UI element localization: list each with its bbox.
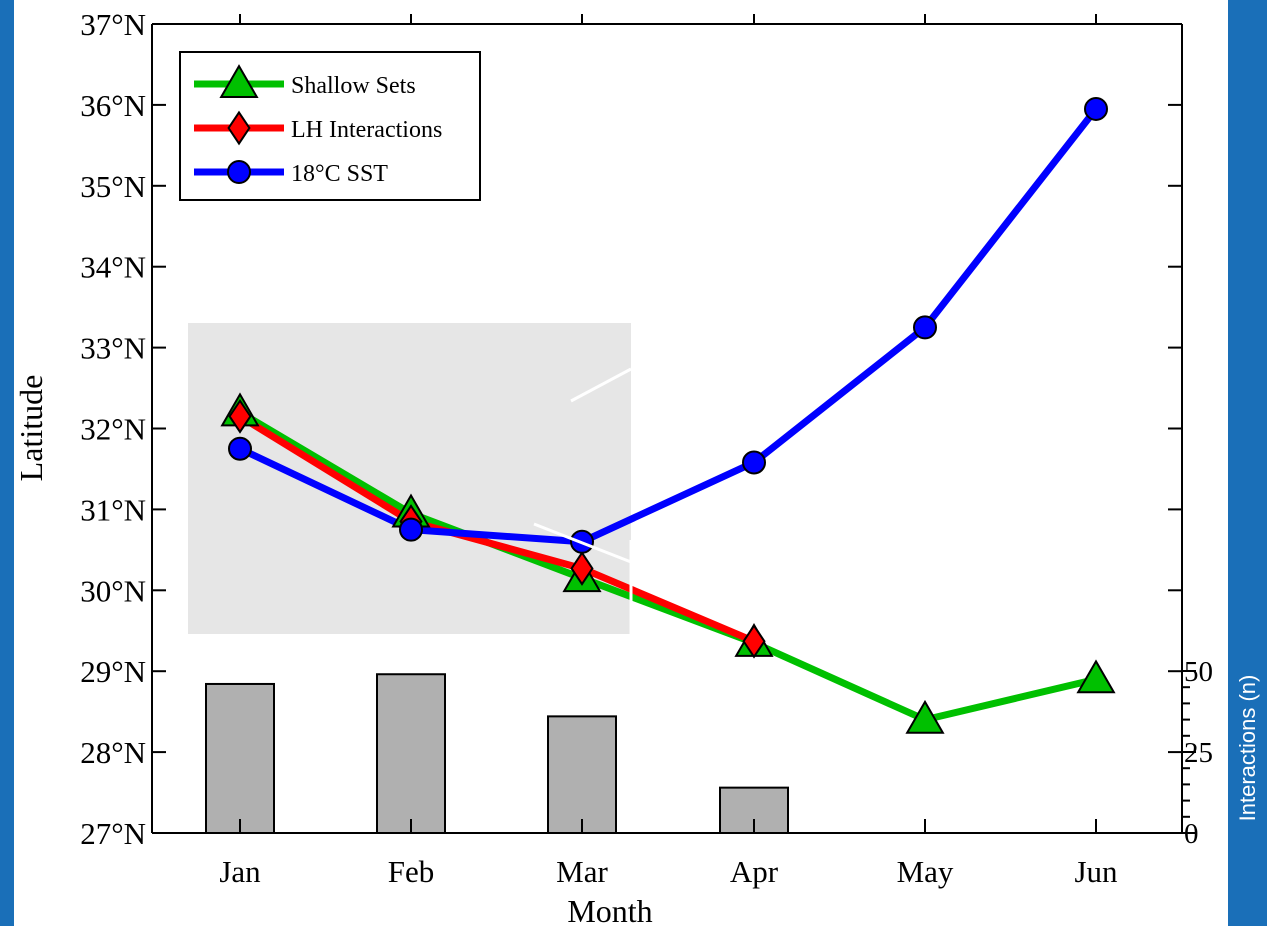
series-line: [238, 409, 1097, 724]
right-frame-strip: [1228, 0, 1267, 926]
interaction-bar: [205, 682, 275, 835]
panel-stroke: [570, 367, 632, 403]
interaction-bar: [376, 673, 446, 834]
y-tick-label: 32°N: [80, 412, 146, 447]
y-tick-label: 29°N: [80, 654, 146, 689]
bar-axis-label: 0: [1184, 818, 1199, 850]
data-point: [228, 436, 252, 461]
x-tick-label: Mar: [556, 854, 608, 889]
x-tick-label: Feb: [388, 854, 435, 889]
data-point: [913, 315, 937, 340]
data-point: [570, 551, 594, 586]
x-tick-label: May: [897, 854, 954, 889]
data-point: [228, 398, 252, 434]
legend-label: LH Interactions: [291, 117, 442, 143]
y-tick-label: 34°N: [80, 250, 146, 285]
data-point: [1084, 96, 1108, 121]
left-frame-strip: [0, 0, 14, 926]
y-tick-label: 33°N: [80, 331, 146, 366]
legend-marker: [227, 160, 251, 184]
x-tick-label: Jun: [1074, 854, 1118, 889]
legend-label: 18°C SST: [291, 161, 388, 187]
bar-axis-label: 25: [1184, 737, 1213, 769]
data-point: [399, 517, 423, 542]
legend: Shallow Sets LH Interactions 18°C SST: [179, 51, 481, 201]
y-tick-label: 31°N: [80, 492, 146, 527]
data-point: [1076, 659, 1116, 694]
y-tick-label: 27°N: [80, 816, 146, 851]
y-axis-title: Latitude: [13, 375, 49, 482]
bar-axis-label: 50: [1184, 656, 1213, 688]
x-tick-label: Jan: [219, 854, 261, 889]
y-tick-label: 30°N: [80, 573, 146, 608]
data-point: [742, 623, 766, 659]
legend-marker: [219, 64, 259, 99]
x-tick-label: Apr: [730, 854, 779, 889]
legend-label: Shallow Sets: [291, 73, 416, 99]
panel-stroke: [533, 522, 632, 564]
data-point: [742, 450, 766, 475]
interaction-bar: [547, 715, 617, 834]
side-axis-title: Interactions (n): [1235, 675, 1260, 822]
legend-marker: [227, 110, 251, 146]
y-tick-label: 36°N: [80, 88, 146, 123]
y-tick-label: 37°N: [80, 7, 146, 42]
y-tick-label: 35°N: [80, 169, 146, 204]
x-axis-title: Month: [567, 893, 652, 926]
series-line: [238, 413, 756, 645]
series-line: [238, 106, 1099, 546]
data-point: [905, 699, 945, 734]
y-tick-label: 28°N: [80, 735, 146, 770]
highlight-panel: [188, 323, 631, 634]
